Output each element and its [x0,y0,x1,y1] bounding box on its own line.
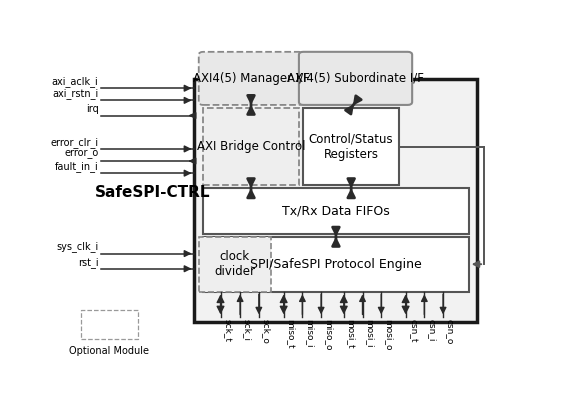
Text: axi_aclk_i: axi_aclk_i [52,76,98,87]
Text: axi_rstn_i: axi_rstn_i [52,88,98,99]
Text: sck_t: sck_t [223,319,232,342]
Text: SafeSPI-CTRL: SafeSPI-CTRL [95,186,211,201]
Text: csn_i: csn_i [427,319,436,341]
FancyBboxPatch shape [194,79,478,322]
FancyBboxPatch shape [203,237,469,292]
Text: miso_i: miso_i [305,319,314,348]
FancyBboxPatch shape [199,52,303,105]
FancyBboxPatch shape [203,108,299,185]
Text: AXI4(5) Manager I/F: AXI4(5) Manager I/F [193,72,310,85]
Text: sys_clk_i: sys_clk_i [56,242,98,253]
Text: rst_i: rst_i [78,256,98,268]
Text: SPI/SafeSPI Protocol Engine: SPI/SafeSPI Protocol Engine [250,258,422,271]
Text: irq: irq [86,104,98,114]
Text: AXI Bridge Control: AXI Bridge Control [197,140,305,153]
Text: csn_t: csn_t [408,319,417,342]
FancyBboxPatch shape [303,108,399,185]
Text: clock
divider: clock divider [214,250,255,278]
Text: mosi_o: mosi_o [384,319,393,350]
Text: Control/Status
Registers: Control/Status Registers [309,133,393,161]
Text: error_o: error_o [64,149,98,160]
FancyBboxPatch shape [203,188,469,234]
Text: error_clr_i: error_clr_i [51,137,98,148]
Text: miso_o: miso_o [324,319,333,350]
Text: sck_o: sck_o [261,319,270,344]
Text: mosi_t: mosi_t [346,319,355,348]
FancyBboxPatch shape [299,52,412,105]
Text: AXI4(5) Subordinate I/F: AXI4(5) Subordinate I/F [287,72,424,85]
FancyBboxPatch shape [81,310,138,338]
Text: mosi_i: mosi_i [365,319,374,348]
Text: Optional Module: Optional Module [70,346,149,356]
Text: sck_i: sck_i [243,319,252,341]
Text: fault_in_i: fault_in_i [55,161,98,172]
Text: miso_t: miso_t [286,319,295,348]
FancyBboxPatch shape [199,237,271,292]
Text: Tx/Rx Data FIFOs: Tx/Rx Data FIFOs [282,204,390,217]
Text: csn_o: csn_o [446,319,455,344]
